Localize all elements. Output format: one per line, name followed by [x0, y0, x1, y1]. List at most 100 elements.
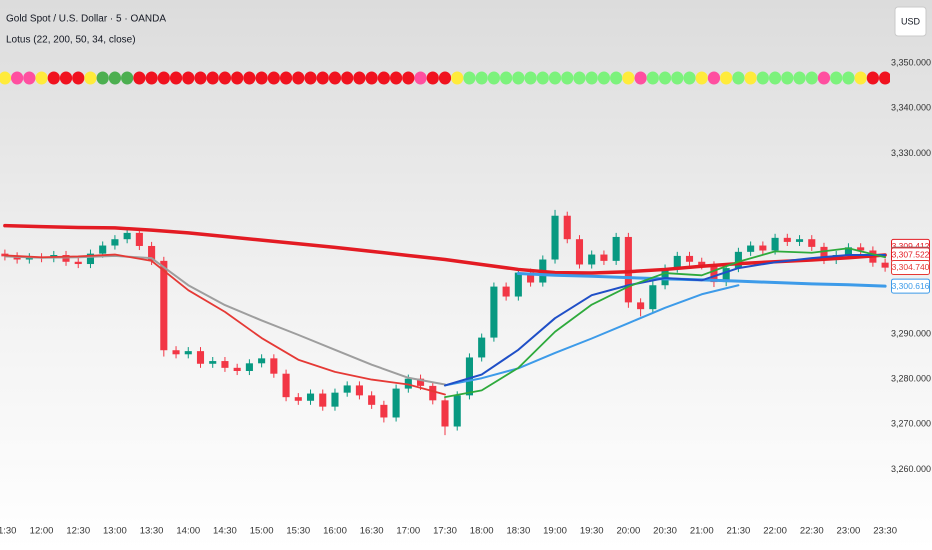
candle-body: [270, 358, 278, 374]
x-tick-label: 22:30: [800, 526, 824, 537]
signal-dot: [59, 71, 73, 85]
y-tick-label: 3,340.000: [891, 103, 931, 113]
candle-body: [698, 261, 706, 266]
signal-dot: [169, 71, 183, 85]
x-tick-label: 22:00: [763, 526, 787, 537]
candle-body: [527, 272, 535, 283]
signal-dot: [548, 71, 562, 85]
x-tick-label: 12:30: [66, 526, 90, 537]
signal-dot: [805, 71, 818, 85]
candle-body: [196, 351, 205, 364]
x-tick-label: 18:00: [470, 526, 494, 537]
candle-body: [368, 395, 376, 405]
candle-body: [514, 272, 522, 297]
candle-body: [649, 285, 657, 310]
candle-body: [710, 265, 718, 283]
signal-dot: [561, 71, 574, 85]
signal-dot: [133, 71, 146, 85]
signal-dot: [341, 71, 354, 85]
x-tick-label: 15:30: [286, 526, 310, 537]
x-tick-label: 14:00: [176, 526, 200, 537]
signal-dot: [218, 71, 232, 85]
candle-body: [209, 361, 217, 364]
candle-body: [612, 236, 620, 261]
candle-body: [857, 247, 865, 251]
signal-dot: [744, 71, 757, 85]
candle-body: [282, 373, 290, 398]
candle-body: [429, 385, 437, 401]
signal-dot: [610, 71, 623, 85]
candle-body: [111, 239, 119, 246]
x-tick-label: 12:00: [30, 526, 54, 537]
y-tick-label: 3,260.000: [891, 464, 931, 474]
candle-body: [245, 363, 253, 371]
candle-body: [160, 260, 168, 351]
candle-body: [258, 358, 266, 364]
signal-dot: [671, 71, 684, 85]
currency-box[interactable]: [894, 6, 927, 37]
x-tick-label: 13:00: [103, 526, 127, 537]
candle-body: [148, 245, 156, 261]
candle-body: [759, 245, 767, 251]
candle-body: [661, 268, 669, 286]
indicator-line: [3, 253, 446, 396]
signal-dot: [585, 71, 598, 85]
signal-dot: [243, 71, 256, 85]
x-tick-label: 20:30: [653, 526, 677, 537]
candle-body: [478, 337, 486, 358]
x-tick-label: 21:00: [690, 526, 714, 537]
signal-dot: [11, 71, 24, 85]
candle-body: [795, 239, 804, 242]
currency-label[interactable]: USD: [901, 16, 921, 26]
candle-body: [135, 232, 143, 246]
axes: 3,260.000 3,270.000 3,280.000 3,290.000 3,33…: [0, 58, 931, 537]
signal-dot: [438, 71, 452, 85]
signal-dot: [646, 71, 659, 85]
signal-dot: [854, 71, 867, 85]
price-label-box: [891, 259, 930, 275]
candle-body: [637, 302, 645, 310]
indicator-line: [3, 254, 446, 386]
x-tick-label: 19:30: [580, 526, 604, 537]
indicator-label: Lotus (22, 200, 50, 34, close): [6, 35, 136, 46]
candle-body: [25, 257, 33, 260]
candle-body: [331, 392, 339, 407]
signal-dot: [878, 71, 890, 85]
candle-body: [881, 262, 889, 268]
signal-dot: [182, 71, 195, 85]
candle-body: [685, 255, 694, 262]
x-tick-label: 16:00: [323, 526, 347, 537]
x-tick-label: 14:30: [213, 526, 237, 537]
candle-body: [233, 367, 241, 371]
candle-body: [673, 255, 681, 269]
signal-dot: [695, 71, 708, 85]
signal-dot: [756, 71, 769, 85]
candle-body: [734, 251, 742, 269]
price-label-box: [891, 278, 930, 294]
x-tick-label: 20:00: [616, 526, 640, 537]
x-tick-label: 23:00: [837, 526, 861, 537]
signal-dot: [206, 71, 219, 85]
signal-dot: [707, 71, 721, 85]
signal-dot: [487, 71, 501, 85]
price-label: 3,307.522: [892, 250, 930, 260]
signal-dot: [500, 71, 513, 85]
x-tick-label: 13:30: [140, 526, 164, 537]
signal-dot: [402, 71, 415, 85]
candle-body: [465, 357, 473, 396]
signal-dot: [145, 71, 158, 85]
x-tick-label: 23:30: [873, 526, 897, 537]
signal-dot: [512, 71, 525, 85]
signal-dot: [524, 71, 537, 85]
signal-dot: [768, 71, 782, 85]
candle-body: [771, 237, 779, 251]
signal-dot: [389, 71, 403, 85]
signal-dot: [267, 71, 280, 85]
candle-body: [380, 404, 388, 418]
x-tick-label: 15:00: [250, 526, 274, 537]
signal-dot: [573, 71, 586, 85]
candle-body: [722, 268, 730, 283]
candle-body: [624, 236, 632, 303]
candle-body: [184, 351, 192, 355]
